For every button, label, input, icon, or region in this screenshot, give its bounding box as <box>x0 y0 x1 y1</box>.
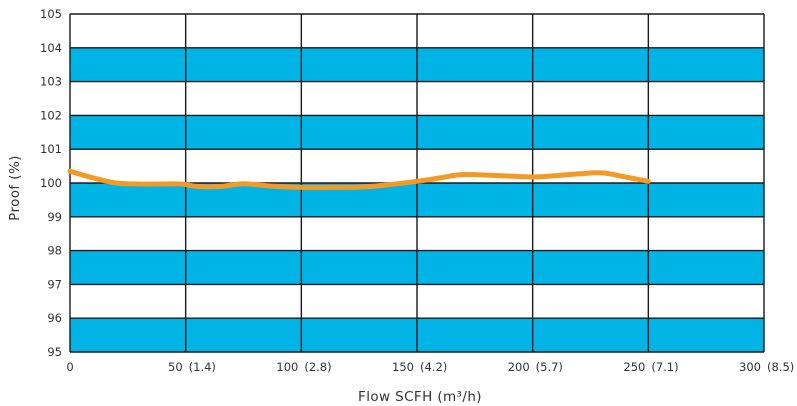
x-tick-sublabel: (7.1) <box>651 360 678 374</box>
y-tick-label: 104 <box>40 41 62 55</box>
x-tick-label: 200 <box>508 360 530 374</box>
y-tick-label: 100 <box>40 176 62 190</box>
x-tick-labels: 0 50 (1.4) 100 (2.8) 150 (4.2) 200 (5.7) 250 (7.1)… <box>66 360 794 374</box>
x-tick-label: 50 <box>168 360 183 374</box>
x-tick-sublabel: (2.8) <box>304 360 331 374</box>
x-tick-sublabel: (5.7) <box>536 360 563 374</box>
y-tick-label: 105 <box>40 7 62 21</box>
x-tick-label: 250 <box>623 360 645 374</box>
x-axis-label: Flow SCFH (m³/h) <box>358 389 482 405</box>
y-tick-label: 102 <box>40 108 62 122</box>
y-tick-label: 96 <box>47 311 62 325</box>
y-tick-label: 103 <box>40 75 62 89</box>
x-tick-label: 300 <box>739 360 761 374</box>
y-tick-label: 101 <box>40 142 62 156</box>
y-axis-label: Proof (%) <box>7 155 23 221</box>
x-tick-sublabel: (8.5) <box>767 360 794 374</box>
y-tick-labels: 95 96 97 98 99 100 101 102 103 104 105 <box>40 7 62 359</box>
y-tick-label: 97 <box>47 277 62 291</box>
x-tick-sublabel: (1.4) <box>189 360 216 374</box>
x-tick-label: 100 <box>276 360 298 374</box>
x-tick-label: 0 <box>66 360 73 374</box>
x-tick-label: 150 <box>392 360 414 374</box>
x-tick-sublabel: (4.2) <box>420 360 447 374</box>
y-tick-label: 99 <box>47 210 62 224</box>
y-tick-label: 98 <box>47 244 62 258</box>
y-tick-label: 95 <box>47 345 62 359</box>
